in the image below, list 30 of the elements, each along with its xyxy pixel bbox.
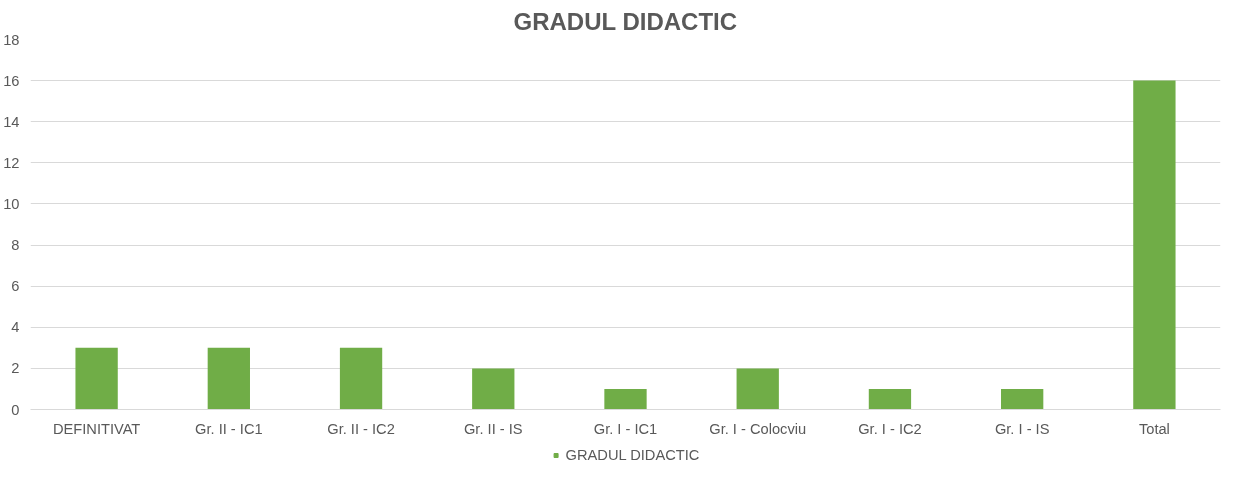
legend-label: GRADUL DIDACTIC xyxy=(565,447,700,463)
y-tick-label: 2 xyxy=(11,360,20,377)
bar xyxy=(75,347,118,410)
x-tick-label: Gr. I - IC1 xyxy=(593,420,658,437)
bar xyxy=(1133,80,1176,410)
chart-title: GRADUL DIDACTIC xyxy=(513,7,738,35)
y-tick-label: 8 xyxy=(11,237,20,254)
y-tick-label: 10 xyxy=(3,195,20,212)
x-tick-label: Gr. II - IS xyxy=(463,420,523,437)
y-tick-label: 16 xyxy=(3,72,20,89)
y-tick-label: 14 xyxy=(3,113,20,130)
bar xyxy=(339,347,383,410)
x-tick-label: Gr. II - IC1 xyxy=(195,420,263,437)
x-tick-label: DEFINITIVAT xyxy=(52,420,141,437)
x-tick-label: Gr. I - IS xyxy=(994,420,1050,437)
x-tick-label: Gr. II - IC2 xyxy=(327,420,395,437)
y-tick-label: 6 xyxy=(11,278,20,295)
bar xyxy=(604,388,647,410)
x-tick-label: Gr. I - Colocviu xyxy=(709,420,807,437)
x-tick-label: Total xyxy=(1138,420,1170,437)
bar xyxy=(868,388,912,410)
x-tick-label: Gr. I - IC2 xyxy=(858,420,922,437)
bar xyxy=(472,368,515,410)
bar xyxy=(736,368,779,410)
bar xyxy=(207,347,250,410)
y-tick-label: 18 xyxy=(3,31,20,48)
y-tick-label: 4 xyxy=(11,319,20,336)
y-tick-label: 12 xyxy=(3,154,20,171)
bar xyxy=(1001,388,1044,410)
y-tick-label: 0 xyxy=(11,401,20,418)
